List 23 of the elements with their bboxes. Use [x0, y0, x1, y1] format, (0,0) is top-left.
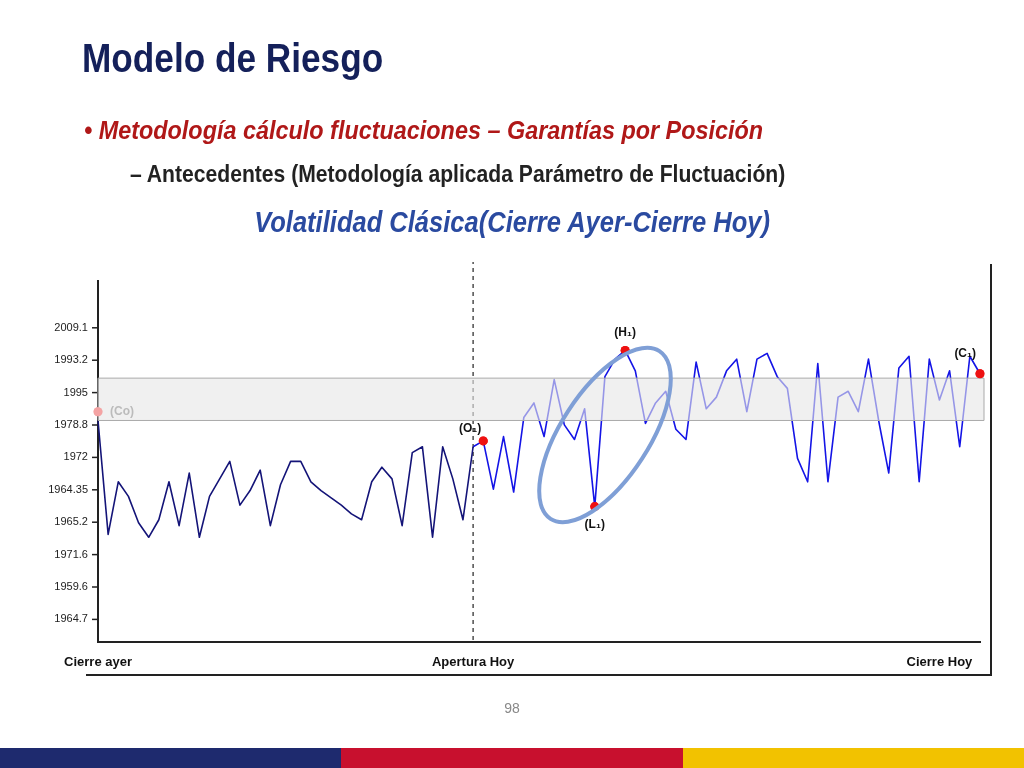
text: 1993.2 — [54, 353, 88, 366]
text: 1971.6 — [54, 547, 88, 560]
text: 1959.6 — [54, 580, 88, 593]
text: 1964.7 — [54, 612, 88, 625]
x-tick-label: Cierre ayer — [64, 653, 132, 669]
text: 2009.1 — [54, 320, 88, 333]
text: 98 — [503, 700, 521, 716]
point — [93, 407, 103, 417]
x-tick-label: Cierre Hoy — [906, 653, 974, 669]
text: 1964.35 — [48, 482, 88, 495]
text: 1972 — [63, 450, 88, 463]
chart-title: Modelo de Riesgo — [82, 36, 384, 81]
text: • Metodología cálculo fluctuaciones – Garantías por Posición — [84, 115, 764, 146]
text: 1978.8 — [54, 418, 88, 431]
chart-subtitle: Volatilidad Clásica(Cierre Ayer-Cierre Hoy) — [254, 206, 770, 239]
text: (H₁) — [614, 324, 636, 339]
text: 1995 — [63, 385, 88, 398]
x-tick-label: Apertura Hoy — [431, 653, 516, 669]
annotation: (L₁) — [584, 516, 605, 531]
annotation: (C₁) — [954, 346, 976, 361]
text: – Antecedentes (Metodología aplicada Parámetro de Fluctuación) — [130, 160, 786, 188]
text: 1965.2 — [54, 515, 88, 528]
annotation: (O₁) — [458, 421, 482, 436]
